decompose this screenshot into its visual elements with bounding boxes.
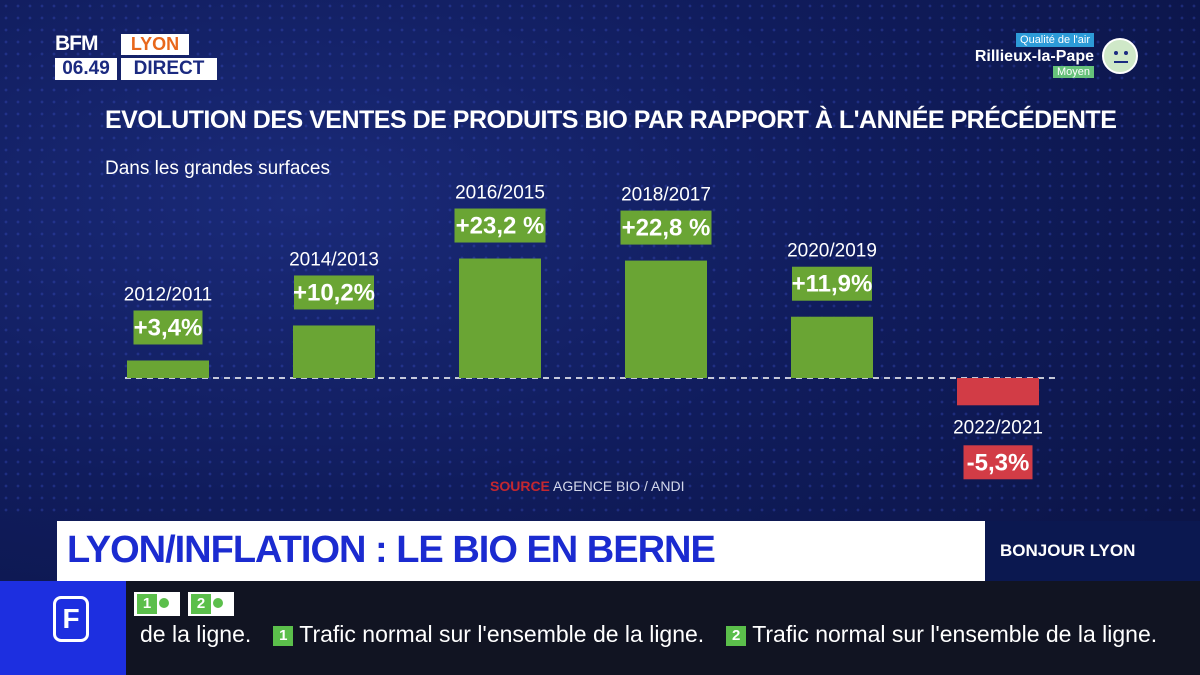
value-label-box xyxy=(294,275,374,310)
bar xyxy=(293,325,375,378)
value-label: -5,3% xyxy=(967,449,1030,476)
bar xyxy=(625,260,707,378)
air-quality-widget: Qualité de l'air Rillieux-la-Pape Moyen xyxy=(938,33,1138,79)
value-label-box xyxy=(454,208,546,243)
show-banner: BONJOUR LYON xyxy=(985,521,1200,581)
value-label: +23,2 % xyxy=(456,213,545,240)
bar xyxy=(459,258,541,378)
check-icon xyxy=(213,598,223,608)
headline: LYON/INFLATION : LE BIO EN BERNE xyxy=(67,529,716,571)
ticker-text: de la ligne. 1 Trafic normal sur l'ensembl… xyxy=(140,621,1200,653)
headline-banner: LYON/INFLATION : LE BIO EN BERNE xyxy=(57,521,985,581)
source-key: SOURCE xyxy=(490,478,550,494)
source-text: AGENCE BIO / ANDI xyxy=(553,478,685,494)
line-badge-1: 1 xyxy=(134,592,180,616)
air-quality-label: Qualité de l'air xyxy=(1016,33,1094,47)
check-icon xyxy=(159,598,169,608)
value-label: +3,4% xyxy=(134,314,203,341)
show-name: BONJOUR LYON xyxy=(1000,541,1136,560)
neutral-face-icon xyxy=(1102,38,1138,74)
category-label: 2022/2021 xyxy=(953,417,1043,438)
logo-bfm: BFM xyxy=(55,32,99,55)
ticker-item-1: Trafic normal sur l'ensemble de la ligne… xyxy=(299,621,705,647)
line-badge-2: 2 xyxy=(188,592,234,616)
category-label: 2020/2019 xyxy=(787,241,877,262)
category-label: 2018/2017 xyxy=(621,185,711,206)
value-label-box xyxy=(133,310,203,345)
value-label: +10,2% xyxy=(293,279,375,306)
logo-city: LYON xyxy=(121,34,189,55)
category-label: 2012/2011 xyxy=(124,284,212,305)
f-logo-icon: F xyxy=(53,596,89,642)
value-label: +22,8 % xyxy=(622,215,711,242)
value-label: +11,9% xyxy=(792,271,873,298)
bar xyxy=(791,316,873,378)
category-label: 2014/2013 xyxy=(289,249,379,270)
chart-subtitle: Dans les grandes surfaces xyxy=(105,158,330,179)
value-label-box xyxy=(620,210,712,245)
dotted-background xyxy=(0,0,1200,520)
bar-chart: +3,4% 2012/2011 +10,2% 2014/2013 +23,2 % 2016… xyxy=(124,183,1043,480)
bar xyxy=(127,360,209,378)
air-quality-level: Moyen xyxy=(1052,66,1094,78)
air-quality-city: Rillieux-la-Pape xyxy=(974,48,1094,65)
value-label-box xyxy=(792,266,872,301)
value-label-box xyxy=(963,445,1033,480)
chart-source: SOURCE AGENCE BIO / ANDI xyxy=(490,478,685,494)
channel-logo: BFM LYON 06.49 DIRECT xyxy=(55,33,217,81)
line-number-1: 1 xyxy=(273,626,294,646)
chart-title: EVOLUTION DES VENTES DE PRODUITS BIO PAR… xyxy=(105,106,1117,134)
bar xyxy=(957,378,1039,406)
line-number-2: 2 xyxy=(726,626,747,646)
ticker-start: de la ligne. xyxy=(140,621,252,647)
category-label: 2016/2015 xyxy=(455,183,545,204)
clock: 06.49 xyxy=(55,58,117,80)
ticker-item-2: Trafic normal sur l'ensemble de la ligne… xyxy=(752,621,1158,647)
live-badge: DIRECT xyxy=(121,58,217,80)
